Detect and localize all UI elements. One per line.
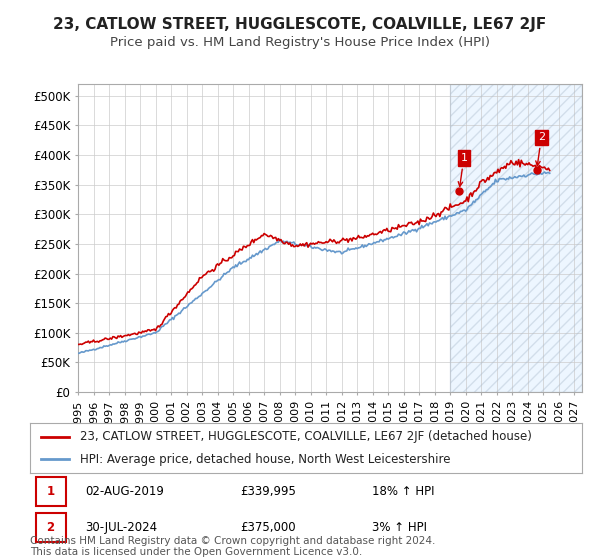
FancyBboxPatch shape <box>35 513 66 542</box>
Text: 2: 2 <box>46 521 55 534</box>
Bar <box>450 84 582 392</box>
Text: £339,995: £339,995 <box>240 485 296 498</box>
FancyBboxPatch shape <box>35 477 66 506</box>
Text: 23, CATLOW STREET, HUGGLESCOTE, COALVILLE, LE67 2JF: 23, CATLOW STREET, HUGGLESCOTE, COALVILL… <box>53 17 547 32</box>
Text: £375,000: £375,000 <box>240 521 295 534</box>
Bar <box>450 84 582 392</box>
Text: 02-AUG-2019: 02-AUG-2019 <box>85 485 164 498</box>
Text: 23, CATLOW STREET, HUGGLESCOTE, COALVILLE, LE67 2JF (detached house): 23, CATLOW STREET, HUGGLESCOTE, COALVILL… <box>80 431 532 444</box>
Point <box>454 186 464 195</box>
Text: 30-JUL-2024: 30-JUL-2024 <box>85 521 157 534</box>
Text: Contains HM Land Registry data © Crown copyright and database right 2024.
This d: Contains HM Land Registry data © Crown c… <box>30 535 436 557</box>
Text: 1: 1 <box>46 485 55 498</box>
Text: Price paid vs. HM Land Registry's House Price Index (HPI): Price paid vs. HM Land Registry's House … <box>110 36 490 49</box>
Text: 3% ↑ HPI: 3% ↑ HPI <box>372 521 427 534</box>
Text: HPI: Average price, detached house, North West Leicestershire: HPI: Average price, detached house, Nort… <box>80 452 450 465</box>
Point <box>532 165 542 174</box>
Text: 18% ↑ HPI: 18% ↑ HPI <box>372 485 435 498</box>
Text: 1: 1 <box>458 153 467 186</box>
Text: 2: 2 <box>536 132 545 166</box>
